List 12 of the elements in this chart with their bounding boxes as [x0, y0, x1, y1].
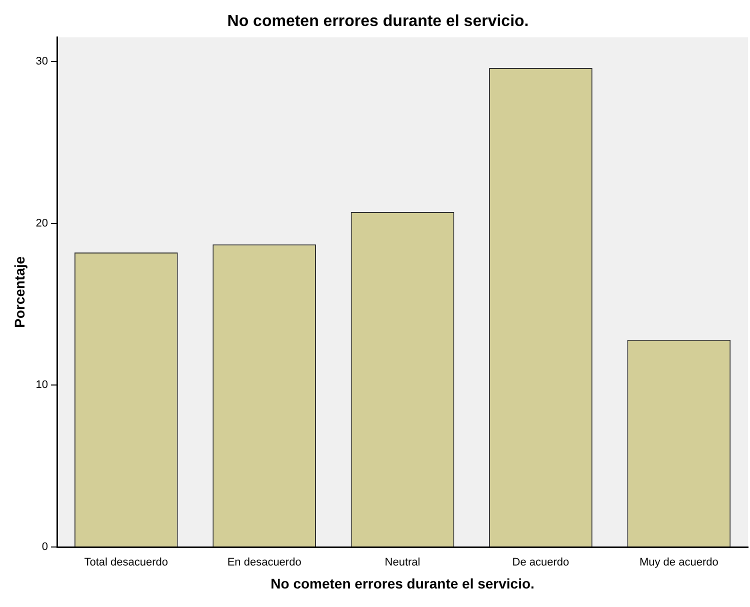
chart-title: No cometen errores durante el servicio. — [227, 13, 529, 30]
y-tick-label: 10 — [36, 379, 48, 392]
x-tick-label: Muy de acuerdo — [639, 556, 718, 569]
y-tick-label: 20 — [36, 217, 48, 230]
x-tick-label: De acuerdo — [512, 556, 570, 569]
x-tick-label: Total desacuerdo — [84, 556, 168, 569]
y-axis-title: Porcentaje — [11, 256, 28, 328]
x-axis-title: No cometen errores durante el servicio. — [270, 575, 534, 592]
x-tick-label: Neutral — [384, 556, 420, 569]
y-tick-label: 0 — [42, 541, 48, 554]
x-tick-label: En desacuerdo — [227, 556, 302, 569]
y-tick-label: 30 — [36, 56, 48, 68]
